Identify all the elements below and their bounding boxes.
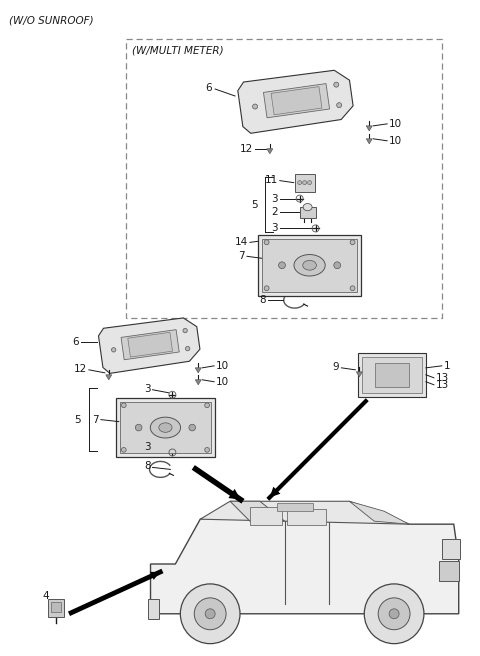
Circle shape xyxy=(298,180,301,184)
Text: (W/MULTI METER): (W/MULTI METER) xyxy=(132,45,223,55)
Polygon shape xyxy=(128,333,172,357)
Circle shape xyxy=(205,403,209,407)
Circle shape xyxy=(334,82,339,87)
Ellipse shape xyxy=(294,255,325,276)
Circle shape xyxy=(121,403,126,407)
Circle shape xyxy=(364,584,424,644)
Bar xyxy=(51,602,61,612)
Circle shape xyxy=(252,104,258,109)
Polygon shape xyxy=(230,501,285,521)
Circle shape xyxy=(350,286,355,291)
Polygon shape xyxy=(356,372,362,377)
Text: 2: 2 xyxy=(271,207,278,218)
Text: 12: 12 xyxy=(73,364,87,374)
Text: 4: 4 xyxy=(43,591,49,601)
Text: 13: 13 xyxy=(436,380,449,390)
Circle shape xyxy=(135,424,142,431)
Polygon shape xyxy=(271,87,322,115)
Text: 5: 5 xyxy=(74,415,81,424)
Circle shape xyxy=(264,240,269,245)
Text: 3: 3 xyxy=(271,194,278,203)
Text: 12: 12 xyxy=(240,144,253,154)
Polygon shape xyxy=(106,375,112,380)
Polygon shape xyxy=(349,501,409,524)
Text: 14: 14 xyxy=(235,237,248,247)
Circle shape xyxy=(183,329,187,333)
Bar xyxy=(263,239,357,292)
Circle shape xyxy=(303,97,309,102)
Ellipse shape xyxy=(303,203,312,211)
Bar xyxy=(375,363,409,387)
Polygon shape xyxy=(366,139,372,144)
Text: 8: 8 xyxy=(259,295,266,305)
Polygon shape xyxy=(366,126,372,131)
Text: 8: 8 xyxy=(144,461,151,472)
Ellipse shape xyxy=(159,423,172,432)
Text: (W/O SUNROOF): (W/O SUNROOF) xyxy=(9,15,94,26)
Circle shape xyxy=(156,341,161,346)
Text: 6: 6 xyxy=(72,337,79,347)
Polygon shape xyxy=(200,501,409,524)
Text: 7: 7 xyxy=(92,415,99,424)
Bar xyxy=(116,398,215,457)
Bar xyxy=(442,539,460,559)
Bar xyxy=(295,174,314,192)
Polygon shape xyxy=(195,368,201,373)
Circle shape xyxy=(336,103,342,108)
Bar xyxy=(120,402,211,453)
Circle shape xyxy=(302,180,307,184)
Ellipse shape xyxy=(150,417,180,438)
Text: 9: 9 xyxy=(333,362,339,372)
Bar xyxy=(250,507,282,525)
Bar xyxy=(362,357,422,393)
Circle shape xyxy=(278,262,286,269)
Bar xyxy=(48,599,64,617)
Circle shape xyxy=(194,598,226,630)
Text: 3: 3 xyxy=(271,224,278,234)
Bar xyxy=(147,599,159,619)
Bar xyxy=(300,207,316,218)
Text: 10: 10 xyxy=(216,361,229,371)
Text: 10: 10 xyxy=(389,136,402,146)
Polygon shape xyxy=(195,380,201,385)
Polygon shape xyxy=(98,318,200,373)
Polygon shape xyxy=(238,70,353,133)
Bar xyxy=(439,561,459,581)
Text: 7: 7 xyxy=(239,251,245,261)
Text: 3: 3 xyxy=(144,384,151,394)
Polygon shape xyxy=(121,330,179,359)
Bar xyxy=(277,503,312,511)
Circle shape xyxy=(350,240,355,245)
Text: 10: 10 xyxy=(389,119,402,129)
Text: 10: 10 xyxy=(216,377,229,387)
Bar xyxy=(287,509,326,525)
Bar xyxy=(358,353,426,397)
Circle shape xyxy=(378,598,410,630)
Text: 5: 5 xyxy=(251,199,258,209)
Bar xyxy=(258,235,361,295)
Text: 13: 13 xyxy=(436,373,449,383)
Circle shape xyxy=(189,424,195,431)
Circle shape xyxy=(111,348,116,352)
Circle shape xyxy=(264,286,269,291)
Circle shape xyxy=(205,609,215,619)
Circle shape xyxy=(121,447,126,452)
Text: 3: 3 xyxy=(144,443,151,453)
Text: 6: 6 xyxy=(205,83,212,93)
Circle shape xyxy=(389,609,399,619)
Circle shape xyxy=(205,447,209,452)
Circle shape xyxy=(185,346,190,351)
Circle shape xyxy=(180,584,240,644)
Polygon shape xyxy=(151,504,459,614)
Circle shape xyxy=(334,262,341,269)
Ellipse shape xyxy=(303,260,316,270)
Text: 1: 1 xyxy=(444,361,450,371)
Text: 11: 11 xyxy=(264,174,278,184)
Polygon shape xyxy=(264,83,330,118)
Circle shape xyxy=(308,180,312,184)
Polygon shape xyxy=(267,149,273,154)
Bar xyxy=(126,39,442,318)
